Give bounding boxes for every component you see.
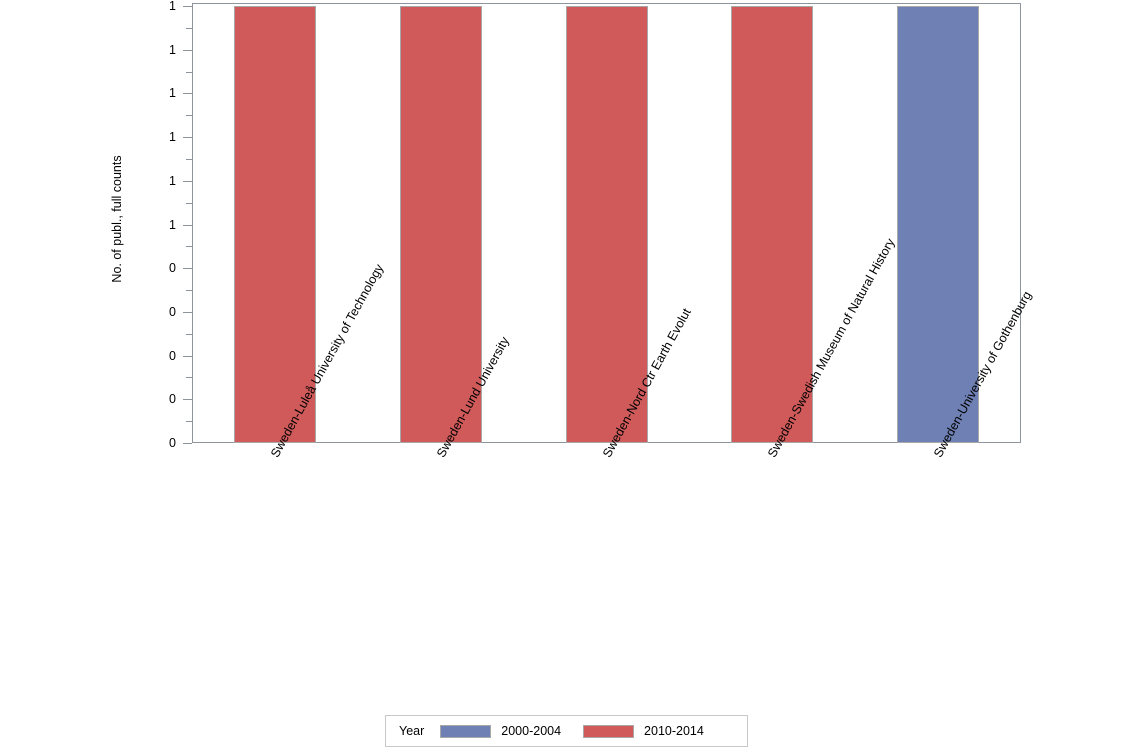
- y-tick-label: 0: [169, 392, 176, 406]
- legend-entry-1[interactable]: 2010-2014: [583, 724, 704, 738]
- y-tick-major: [183, 443, 192, 444]
- y-tick-minor: [186, 334, 192, 335]
- y-tick-minor: [186, 377, 192, 378]
- legend-title: Year: [399, 724, 425, 738]
- y-tick-major: [183, 399, 192, 400]
- y-tick-label: 1: [169, 0, 176, 13]
- legend-entry-0[interactable]: 2000-2004: [440, 724, 561, 738]
- y-tick-minor: [186, 421, 192, 422]
- bar-4-2000-2004[interactable]: [897, 6, 979, 443]
- bar-2-2010-2014[interactable]: [566, 6, 648, 443]
- y-tick-major: [183, 93, 192, 94]
- y-tick-label: 1: [169, 130, 176, 144]
- y-tick-label: 0: [169, 436, 176, 450]
- y-tick-major: [183, 181, 192, 182]
- y-tick-major: [183, 6, 192, 7]
- legend: Year 2000-2004 2010-2014: [385, 715, 748, 747]
- y-tick-major: [183, 50, 192, 51]
- y-tick-major: [183, 268, 192, 269]
- y-tick-label: 1: [169, 218, 176, 232]
- legend-swatch-2010-2014: [583, 724, 635, 738]
- bar-1-2010-2014[interactable]: [400, 6, 482, 443]
- bar-0-2010-2014[interactable]: [234, 6, 316, 443]
- y-tick-minor: [186, 246, 192, 247]
- y-tick-minor: [186, 72, 192, 73]
- y-tick-label: 1: [169, 86, 176, 100]
- y-tick-major: [183, 356, 192, 357]
- y-tick-minor: [186, 115, 192, 116]
- y-tick-minor: [186, 28, 192, 29]
- y-axis-title: No. of publ., full counts: [110, 155, 124, 283]
- y-tick-label: 1: [169, 174, 176, 188]
- legend-label-2010-2014: 2010-2014: [644, 724, 704, 738]
- bar-3-2010-2014[interactable]: [731, 6, 813, 443]
- legend-label-2000-2004: 2000-2004: [501, 724, 562, 738]
- y-tick-minor: [186, 203, 192, 204]
- y-tick-minor: [186, 290, 192, 291]
- y-tick-major: [183, 137, 192, 138]
- y-tick-label: 0: [169, 305, 176, 319]
- y-tick-major: [183, 225, 192, 226]
- y-tick-major: [183, 312, 192, 313]
- legend-swatch-2000-2004: [440, 724, 492, 738]
- y-tick-label: 0: [169, 349, 176, 363]
- y-tick-label: 1: [169, 43, 176, 57]
- y-tick-label: 0: [169, 261, 176, 275]
- y-tick-minor: [186, 159, 192, 160]
